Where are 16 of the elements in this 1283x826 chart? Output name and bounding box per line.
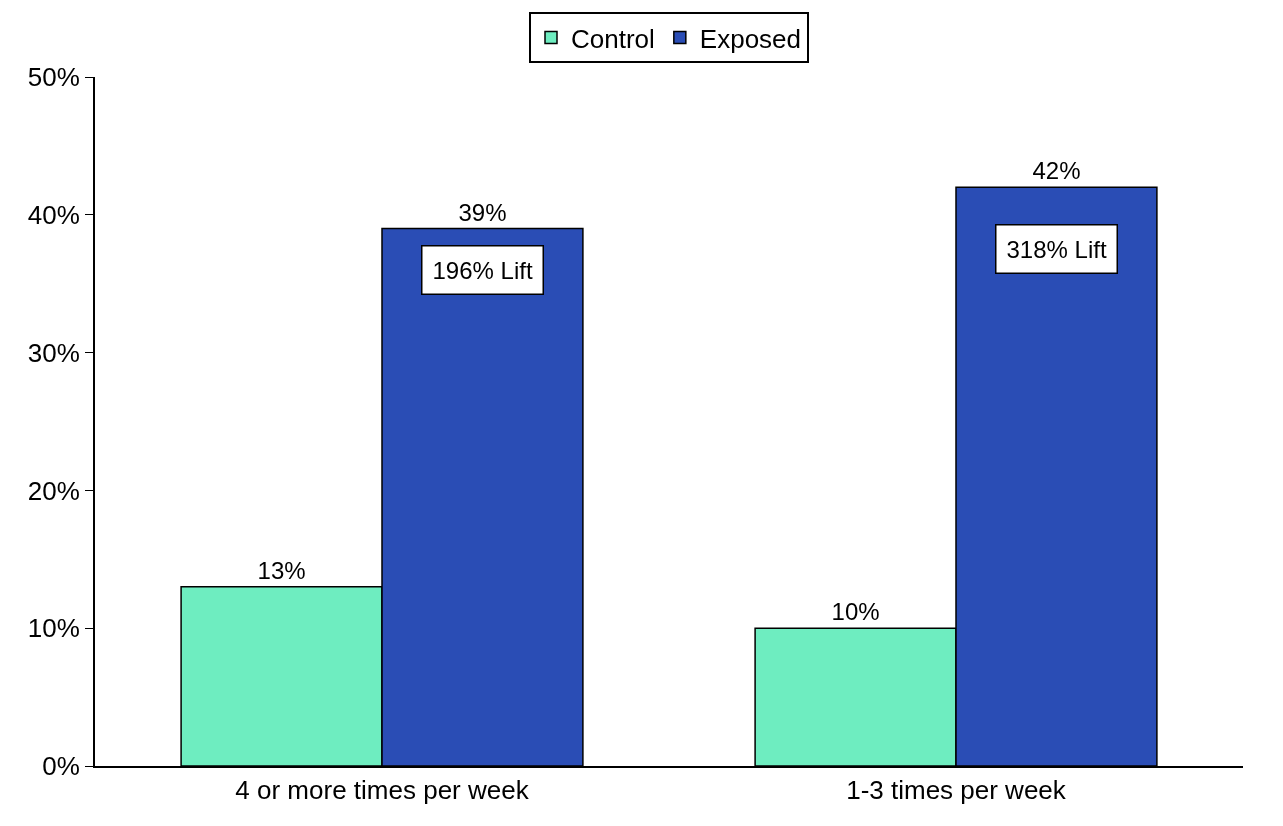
x-tick-label: 1-3 times per week: [846, 775, 1067, 806]
annotation: 196% Lift: [432, 256, 533, 284]
legend-label: Control: [571, 23, 655, 54]
y-tick-label: 50%: [27, 62, 80, 93]
annotation: 318% Lift: [1006, 235, 1107, 263]
y-tick-label: 0%: [42, 751, 80, 782]
text: 42%: [1032, 157, 1081, 185]
text: 10%: [831, 598, 880, 626]
y-tick-label: 40%: [27, 199, 80, 230]
text: 13%: [257, 556, 306, 584]
legend-label: Exposed: [699, 23, 802, 54]
x-tick-label: 4 or more times per week: [235, 775, 530, 806]
y-tick-label: 10%: [27, 613, 80, 644]
text: 39%: [458, 198, 507, 226]
y-tick-label: 20%: [27, 475, 80, 506]
y-tick-label: 30%: [27, 337, 80, 368]
